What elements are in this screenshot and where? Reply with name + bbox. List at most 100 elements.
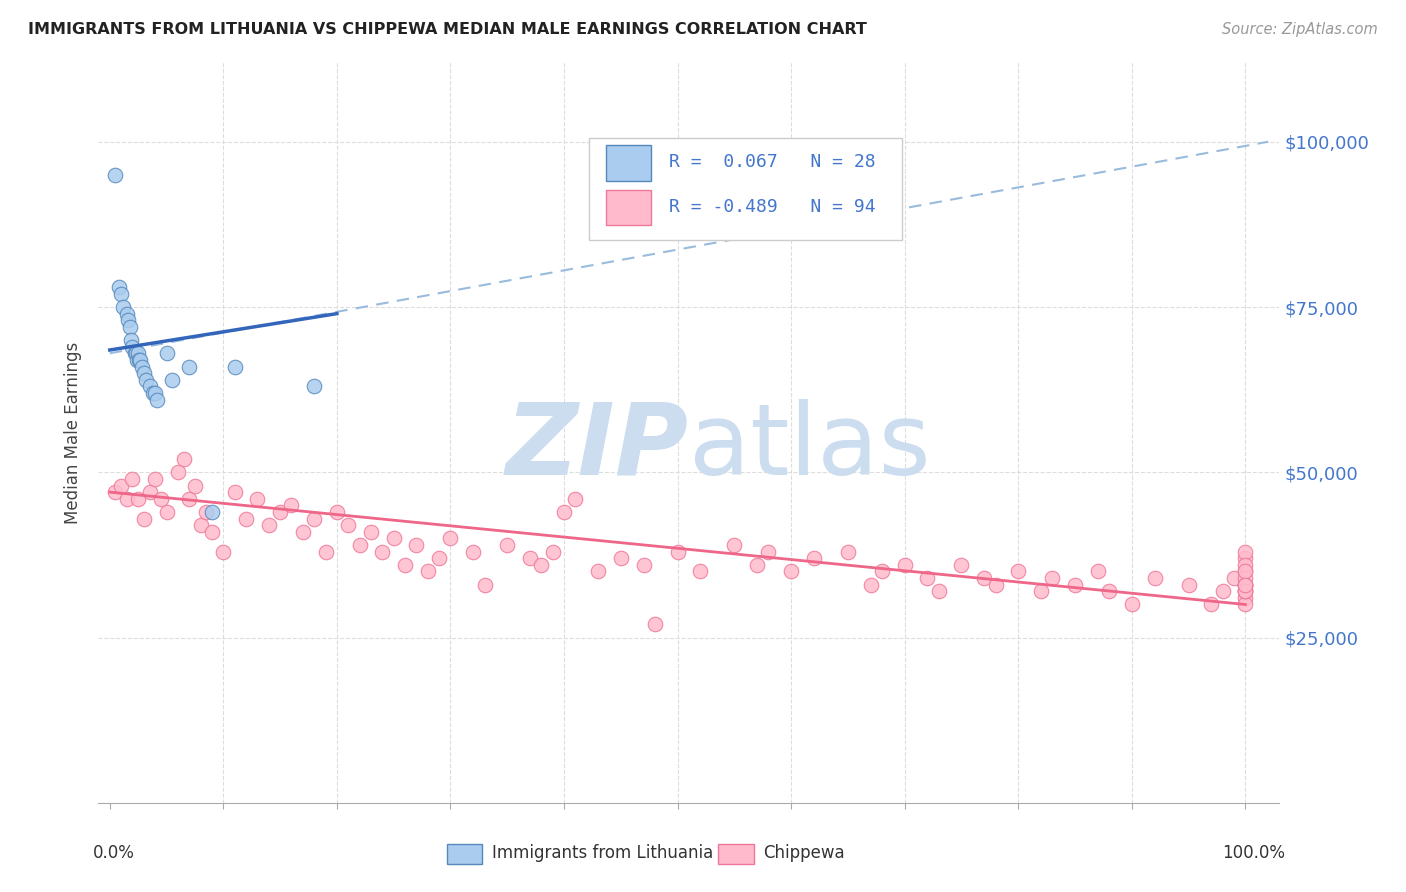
Text: Immigrants from Lithuania: Immigrants from Lithuania <box>492 844 713 863</box>
Point <box>723 538 745 552</box>
Point <box>1223 571 1246 585</box>
Point <box>167 465 190 479</box>
Point <box>1177 577 1199 591</box>
Point <box>1234 565 1257 579</box>
Point <box>610 551 633 566</box>
Point <box>859 577 882 591</box>
Point <box>132 511 155 525</box>
Point <box>129 352 152 367</box>
Point <box>870 565 893 579</box>
Point <box>1040 571 1063 585</box>
Point <box>184 478 207 492</box>
Point <box>173 452 195 467</box>
Point <box>142 386 165 401</box>
Point <box>1143 571 1166 585</box>
Point <box>201 505 224 519</box>
Point <box>973 571 995 585</box>
Point <box>496 538 519 552</box>
Point <box>112 300 135 314</box>
Point <box>1234 591 1257 605</box>
Point <box>803 551 825 566</box>
Point <box>530 558 553 572</box>
Point <box>837 544 859 558</box>
Point <box>1234 544 1257 558</box>
Point <box>201 524 224 539</box>
Point <box>127 491 149 506</box>
Point <box>128 352 150 367</box>
Point <box>1064 577 1087 591</box>
Point <box>633 558 655 572</box>
Point <box>127 346 149 360</box>
Point <box>131 359 153 374</box>
FancyBboxPatch shape <box>606 190 651 226</box>
FancyBboxPatch shape <box>718 844 754 864</box>
Point <box>382 532 405 546</box>
Text: 0.0%: 0.0% <box>93 844 135 862</box>
Point <box>1087 565 1109 579</box>
Point <box>155 505 177 519</box>
Point <box>125 352 148 367</box>
Point <box>235 511 257 525</box>
Point <box>950 558 973 572</box>
Text: IMMIGRANTS FROM LITHUANIA VS CHIPPEWA MEDIAN MALE EARNINGS CORRELATION CHART: IMMIGRANTS FROM LITHUANIA VS CHIPPEWA ME… <box>28 22 868 37</box>
Point <box>564 491 586 506</box>
Point <box>586 565 609 579</box>
Point <box>162 373 183 387</box>
Point <box>427 551 450 566</box>
Point <box>519 551 541 566</box>
Point <box>416 565 439 579</box>
Point <box>155 346 177 360</box>
Point <box>1234 577 1257 591</box>
Point <box>1234 577 1257 591</box>
Text: Source: ZipAtlas.com: Source: ZipAtlas.com <box>1222 22 1378 37</box>
Point <box>326 505 349 519</box>
Point <box>1121 598 1143 612</box>
FancyBboxPatch shape <box>447 844 482 864</box>
Point <box>143 386 166 401</box>
FancyBboxPatch shape <box>606 145 651 181</box>
Point <box>360 524 382 539</box>
Point <box>120 319 142 334</box>
Point <box>1007 565 1029 579</box>
Text: R =  0.067   N = 28: R = 0.067 N = 28 <box>669 153 876 171</box>
Point <box>349 538 371 552</box>
Point <box>149 491 172 506</box>
Point <box>1201 598 1223 612</box>
Point <box>780 565 803 579</box>
Point <box>745 558 768 572</box>
Y-axis label: Median Male Earnings: Median Male Earnings <box>65 342 83 524</box>
Point <box>1234 577 1257 591</box>
Point <box>115 491 138 506</box>
Point <box>1029 584 1052 599</box>
Text: 100.0%: 100.0% <box>1222 844 1285 862</box>
Point <box>394 558 416 572</box>
Point <box>108 280 131 294</box>
Point <box>246 491 269 506</box>
Point <box>917 571 939 585</box>
Point <box>124 346 146 360</box>
Point <box>1234 584 1257 599</box>
Point <box>1234 577 1257 591</box>
Point <box>110 478 132 492</box>
Point <box>439 532 461 546</box>
Point <box>337 518 360 533</box>
Point <box>758 544 780 558</box>
Point <box>1234 571 1257 585</box>
Text: R = -0.489   N = 94: R = -0.489 N = 94 <box>669 198 876 216</box>
Point <box>117 313 139 327</box>
Point <box>689 565 711 579</box>
Text: ZIP: ZIP <box>506 399 689 496</box>
Point <box>224 359 246 374</box>
Point <box>280 499 302 513</box>
Point <box>1234 551 1257 566</box>
Point <box>893 558 915 572</box>
Point <box>1234 584 1257 599</box>
Point <box>474 577 496 591</box>
Point <box>666 544 689 558</box>
Point <box>146 392 169 407</box>
Point <box>1234 558 1257 572</box>
Point <box>135 373 157 387</box>
Point <box>212 544 235 558</box>
Point <box>121 472 143 486</box>
Point <box>302 379 325 393</box>
